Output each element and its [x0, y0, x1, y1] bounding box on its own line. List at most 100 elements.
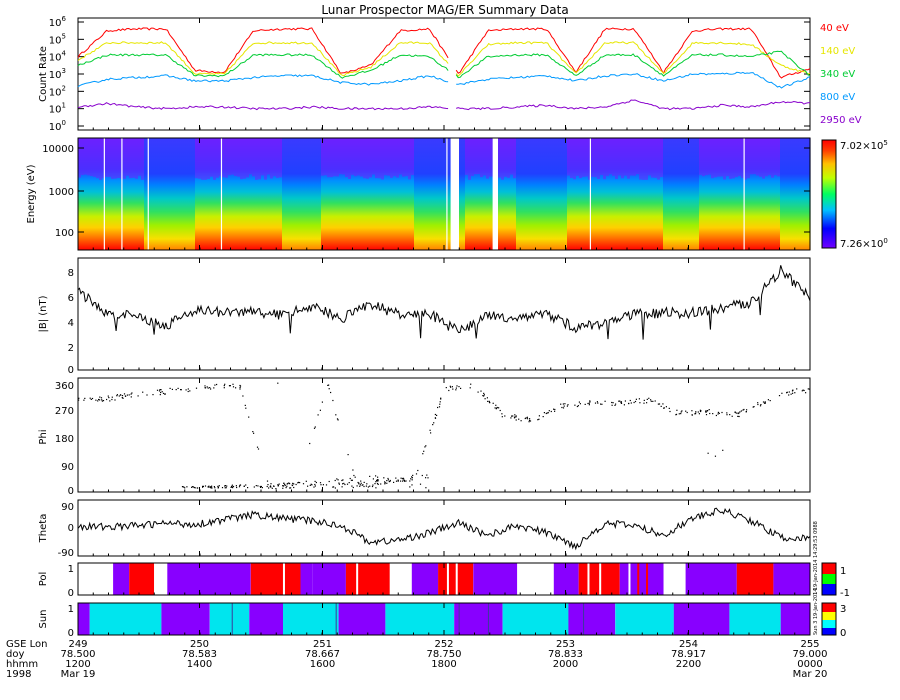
spectrogram-column — [393, 138, 397, 250]
phi-point — [538, 415, 540, 417]
sun-legend-cyan — [822, 620, 836, 628]
phi-point — [333, 486, 335, 488]
phi-point — [548, 410, 550, 412]
phi-point — [359, 484, 361, 486]
phi-point — [349, 477, 351, 480]
spectrogram-column — [342, 138, 346, 250]
spectrogram-top-band — [225, 138, 229, 178]
phi-point — [184, 487, 186, 489]
phi-point — [634, 400, 637, 403]
phi-point — [269, 485, 272, 487]
count-rate-legend: 40 eV 140 eV 340 eV 800 eV 2950 eV — [820, 23, 862, 126]
phi-point — [214, 384, 216, 386]
phi-point — [286, 485, 288, 487]
sun-panel: Sun 1 0 3 0 Sun 3 19-Jan-2014 — [38, 588, 846, 639]
spectrogram-top-band — [384, 138, 388, 176]
phi-point — [334, 479, 336, 482]
spectrogram-column — [174, 138, 178, 250]
spectrogram-column — [243, 138, 247, 250]
spectrogram-top-band — [504, 138, 508, 177]
phi-point — [332, 486, 334, 488]
phi-point — [277, 484, 279, 486]
row-label-doy: doy — [6, 649, 24, 660]
sun-legend-0: 0 — [840, 628, 846, 639]
bottom-doy-1: 78.583 — [182, 649, 217, 660]
phi-point — [244, 404, 246, 406]
phi-point — [764, 401, 766, 403]
spectrogram-column — [168, 138, 172, 250]
spectrogram-top-band — [369, 138, 373, 178]
count-rate-tick-4: 104 — [49, 50, 67, 64]
phi-point — [619, 400, 621, 402]
phi-point — [328, 388, 330, 390]
phi-point — [283, 482, 285, 484]
spectrogram-top-band — [501, 138, 505, 180]
spectrogram-column — [387, 138, 391, 250]
pol-segment — [113, 563, 130, 595]
spectrogram-top-band — [219, 138, 223, 177]
phi-point — [668, 407, 670, 409]
phi-point — [261, 487, 263, 489]
phi-point — [213, 387, 215, 389]
spectrogram-column — [807, 138, 811, 250]
phi-point — [363, 485, 365, 488]
spectrogram-top-band — [609, 138, 613, 175]
sun-bars — [78, 603, 810, 635]
phi-point — [618, 400, 620, 402]
spectrogram-column — [633, 138, 637, 250]
colorbar-max-label: 7.02×105 — [840, 139, 888, 152]
phi-point — [245, 407, 247, 409]
phi-point — [501, 413, 503, 415]
spectrogram-column — [570, 138, 574, 250]
phi-point — [224, 485, 226, 487]
spectrogram-top-band — [339, 138, 343, 175]
row-label-year: 1998 — [6, 669, 31, 680]
count-rate-tick-3: 103 — [49, 67, 66, 81]
spectrogram-top-band — [279, 138, 283, 178]
phi-point — [699, 410, 702, 413]
phi-point — [650, 400, 652, 402]
phi-point — [513, 417, 516, 419]
spectrogram-column — [303, 138, 307, 250]
phi-point — [336, 418, 339, 420]
spectrogram-column — [615, 138, 619, 250]
sun-legend-red — [822, 603, 836, 612]
phi-point — [515, 416, 517, 418]
spectrogram-top-band — [660, 138, 664, 178]
spectrogram-top-band — [393, 138, 397, 177]
bottom-doy-4: 78.833 — [548, 649, 583, 660]
phi-point — [752, 406, 754, 408]
spectrogram-top-band — [621, 138, 625, 179]
phi-point — [111, 396, 113, 398]
spectrogram-column — [447, 138, 451, 250]
theta-tick-neg90: -90 — [58, 548, 74, 559]
energy-tick-10000: 10000 — [42, 144, 74, 155]
spectrogram-top-band — [711, 138, 715, 179]
pol-fleck — [628, 563, 631, 595]
phi-point — [515, 419, 517, 421]
phi-point — [802, 389, 804, 391]
energy-panel: Energy (eV) 10000 1000 100 7.02×105 7.26… — [26, 137, 888, 251]
phi-point — [95, 399, 97, 401]
phi-point — [372, 478, 374, 480]
phi-point — [639, 402, 641, 404]
phi-point — [314, 485, 316, 487]
phi-point — [452, 388, 454, 390]
spectrogram-column — [696, 138, 700, 250]
phi-point — [247, 487, 249, 489]
phi-point — [658, 403, 661, 405]
phi-point — [542, 416, 544, 418]
spectrogram-column — [558, 138, 562, 250]
phi-point — [341, 479, 343, 482]
sun-segment — [283, 603, 339, 635]
b-tick-8: 8 — [68, 268, 74, 279]
phi-point — [550, 410, 552, 413]
phi-point — [788, 391, 790, 393]
phi-point — [629, 399, 631, 402]
phi-point — [604, 400, 606, 402]
phi-point — [796, 388, 798, 390]
phi-point — [348, 482, 350, 484]
phi-point — [278, 483, 280, 485]
phi-point — [309, 484, 311, 486]
spectrogram-column — [609, 138, 613, 250]
